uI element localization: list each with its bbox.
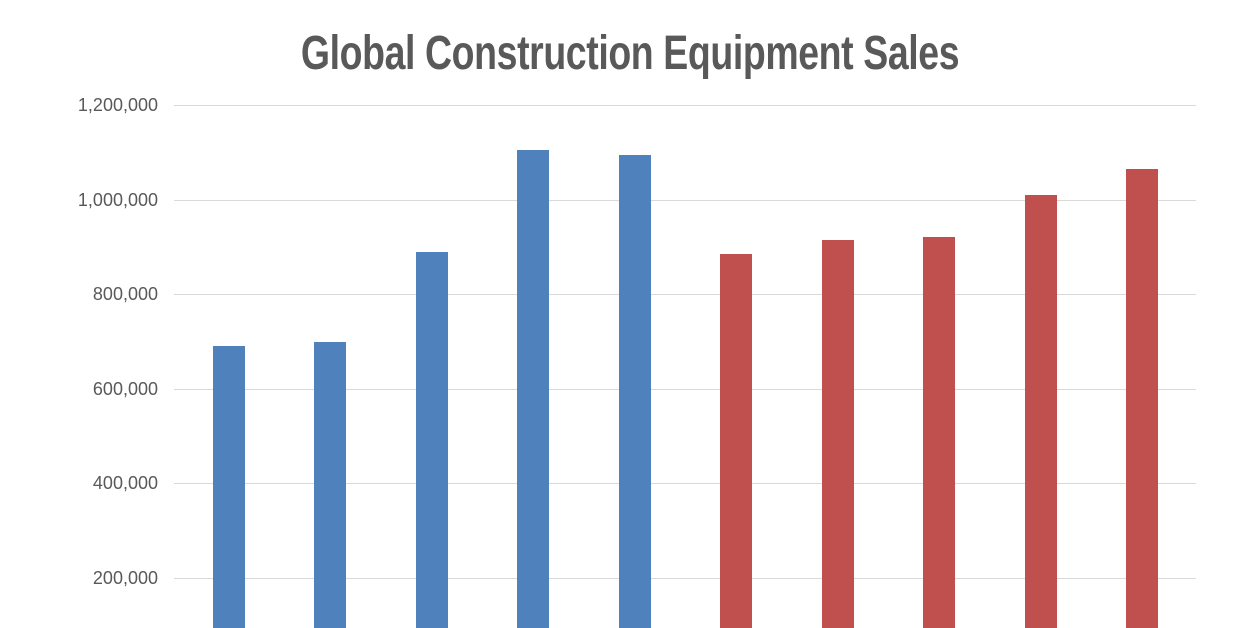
bar bbox=[415, 251, 448, 628]
y-axis-tick-label: 600,000 bbox=[92, 379, 158, 399]
gridline bbox=[174, 200, 1196, 201]
bar bbox=[314, 341, 346, 628]
y-axis-tick-label: 1,000,000 bbox=[77, 190, 158, 210]
bar bbox=[720, 253, 752, 628]
gridline bbox=[174, 105, 1196, 106]
gridline bbox=[174, 294, 1196, 295]
y-axis-tick-label: 800,000 bbox=[92, 284, 158, 304]
bar bbox=[1126, 168, 1158, 628]
bar bbox=[821, 239, 854, 628]
gridline bbox=[174, 578, 1196, 579]
y-axis-tick-label: 200,000 bbox=[92, 568, 158, 588]
bar bbox=[517, 149, 549, 628]
y-axis-tick-label: 400,000 bbox=[92, 473, 158, 493]
bar bbox=[212, 346, 245, 628]
bar bbox=[618, 154, 651, 628]
y-axis-tick-label: 1,200,000 bbox=[77, 95, 158, 115]
chart-title: Global Construction Equipment Sales bbox=[300, 27, 960, 80]
gridline bbox=[174, 483, 1196, 484]
bar bbox=[1024, 194, 1057, 628]
bar bbox=[923, 237, 955, 628]
gridline bbox=[174, 389, 1196, 390]
